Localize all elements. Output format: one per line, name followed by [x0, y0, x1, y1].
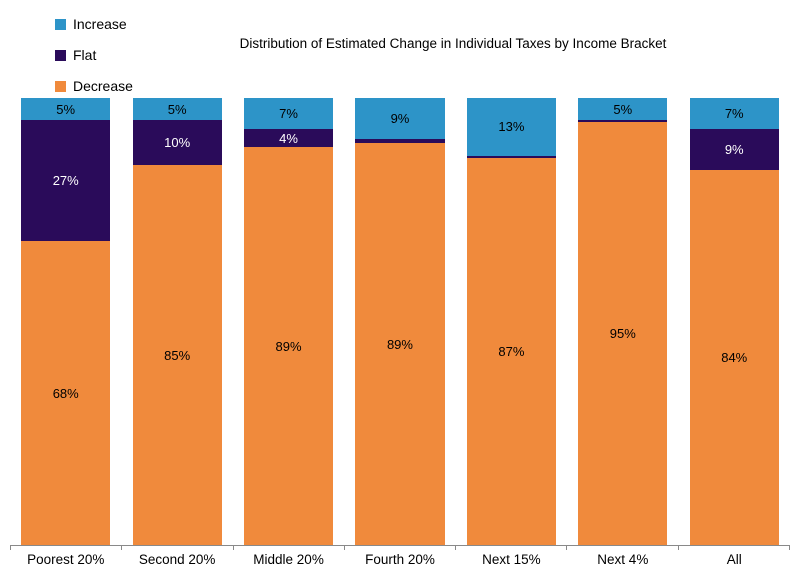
stacked-bar-fourth-20-: 9% 89%	[355, 98, 445, 545]
bar-segment-increase: 7%	[243, 98, 334, 130]
stacked-bar-next-15-: 13% 87%	[466, 98, 556, 545]
bar-segment-label: 5%	[613, 101, 633, 117]
bar-segment-label: 9%	[724, 141, 744, 157]
stacked-bar-middle-20-: 7% 4% 89%	[243, 98, 334, 545]
chart-title: Distribution of Estimated Change in Indi…	[239, 36, 667, 51]
bar-segment-label: 7%	[724, 106, 744, 122]
bar-segment-decrease: 87%	[466, 158, 556, 545]
category-label: Next 15%	[482, 552, 541, 567]
bar-segment-label: 84%	[721, 349, 748, 365]
x-axis-ticks	[10, 545, 790, 550]
bar-segment-label: 4%	[279, 130, 298, 146]
bar-slot: 7% 4% 89%	[233, 98, 344, 545]
stacked-bar-poorest-20-: 5% 27% 68%	[21, 98, 111, 545]
bar-segment-label: 68%	[52, 385, 79, 401]
axis-tick	[10, 546, 121, 550]
bar-slot: 5% 95%	[567, 98, 678, 545]
legend-swatch-decrease	[55, 81, 66, 92]
bar-segment-decrease: 84%	[689, 169, 779, 545]
category-label: Fourth 20%	[365, 552, 435, 567]
legend-swatch-increase	[55, 19, 66, 30]
x-axis: Poorest 20% Second 20% Middle 20% Fourth 20…	[10, 545, 790, 567]
legend-label: Decrease	[73, 78, 133, 94]
bar-segment-label: 87%	[498, 344, 525, 359]
bar-segment-increase: 7%	[689, 98, 779, 130]
bar-segment-label: 27%	[52, 173, 79, 189]
bar-slot: 5% 27% 68%	[10, 98, 121, 545]
category-label: Middle 20%	[253, 552, 324, 567]
legend-swatch-flat	[55, 50, 66, 61]
bar-segment-label: 89%	[275, 338, 302, 354]
bar-segment-flat: 10%	[132, 120, 222, 166]
bar-segment-flat	[355, 138, 445, 144]
bar-segment-label: 10%	[164, 135, 191, 151]
legend-item-flat: Flat	[55, 45, 133, 66]
legend-label: Increase	[73, 16, 127, 32]
x-axis-labels: Poorest 20% Second 20% Middle 20% Fourth 20…	[10, 552, 790, 567]
bar-segment-flat	[466, 155, 556, 159]
axis-tick	[121, 546, 232, 550]
bar-segment-label: 5%	[56, 101, 76, 117]
bar-slot: 9% 89%	[344, 98, 455, 545]
plot-area: 5% 27% 68% 5% 10% 85% 7% 4% 89% 9% 89% 13% 87% 5% 95% 7…	[10, 98, 790, 545]
bar-segment-decrease: 95%	[578, 122, 668, 545]
axis-tick	[343, 546, 455, 550]
bar-slot: 5% 10% 85%	[121, 98, 232, 545]
legend-label: Flat	[73, 47, 97, 63]
stacked-bar-all: 7% 9% 84%	[689, 98, 779, 545]
bar-segment-flat: 27%	[21, 120, 111, 242]
bar-segment-flat	[578, 120, 668, 123]
bar-slot: 7% 9% 84%	[679, 98, 790, 545]
category-label: Poorest 20%	[27, 552, 105, 567]
stacked-bar-next-4-: 5% 95%	[578, 98, 668, 545]
bar-segment-label: 5%	[167, 101, 187, 117]
bar-segment-label: 89%	[386, 336, 413, 352]
bar-segment-increase: 5%	[132, 98, 222, 121]
bar-segment-label: 13%	[498, 119, 525, 135]
category-label: Second 20%	[138, 552, 216, 567]
stacked-bar-second-20-: 5% 10% 85%	[132, 98, 222, 545]
legend-item-increase: Increase	[55, 14, 133, 35]
category-label: All	[726, 552, 742, 567]
bar-segment-decrease: 89%	[243, 147, 334, 545]
legend: Increase Flat Decrease	[55, 14, 133, 97]
bar-segment-decrease: 85%	[132, 165, 222, 545]
bar-segment-label: 95%	[609, 326, 636, 342]
bar-segment-label: 7%	[279, 106, 298, 122]
bar-segment-label: 9%	[390, 110, 410, 126]
axis-tick	[566, 546, 677, 550]
legend-item-decrease: Decrease	[55, 76, 133, 97]
bar-slot: 13% 87%	[456, 98, 567, 545]
bar-segment-decrease: 68%	[21, 241, 111, 545]
bar-segment-flat: 4%	[243, 129, 334, 148]
bar-segment-flat: 9%	[689, 129, 779, 170]
axis-tick	[455, 546, 566, 550]
axis-tick	[232, 546, 344, 550]
bar-segment-increase: 5%	[21, 98, 111, 121]
bar-segment-label: 85%	[164, 347, 191, 363]
category-label: Next 4%	[597, 552, 649, 567]
axis-tick	[677, 546, 789, 550]
bar-segment-increase: 9%	[355, 98, 445, 139]
bar-segment-increase: 13%	[466, 98, 556, 156]
bar-segment-increase: 5%	[578, 98, 668, 121]
bar-segment-decrease: 89%	[355, 143, 445, 545]
